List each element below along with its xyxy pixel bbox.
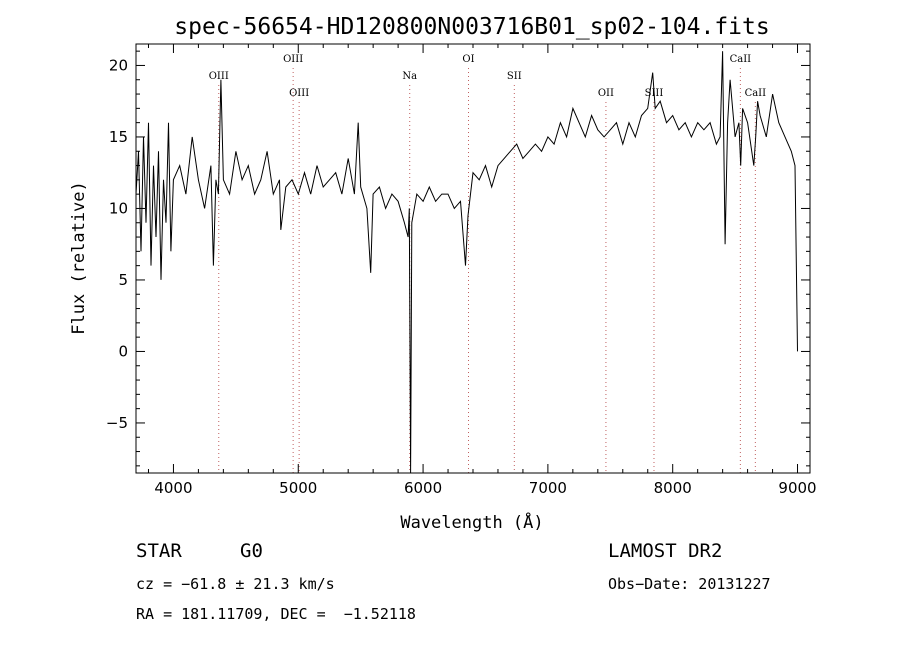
x-tick-label: 8000: [654, 479, 692, 497]
y-tick-label: 20: [109, 56, 128, 74]
spectrum-line: [135, 51, 798, 474]
x-tick-label: 4000: [154, 479, 192, 497]
spectral-line-label: OI: [462, 54, 474, 65]
chart-title: spec-56654-HD120800N003716B01_sp02-104.f…: [174, 14, 769, 40]
axis-ticks: 4000 5000 6000 7000 8000 9000 −5 0 5 10 15 20: [106, 44, 817, 497]
y-tick-label: 15: [109, 128, 128, 146]
subclass: G0: [240, 540, 263, 562]
redshift-readout: cz = −61.8 ± 21.3 km/s: [136, 575, 335, 593]
y-tick-label: 5: [118, 271, 128, 289]
spectral-line-label: OII: [598, 88, 614, 99]
x-tick-label: 9000: [778, 479, 816, 497]
spectral-line-label: CaII: [745, 88, 767, 99]
x-tick-label: 5000: [279, 479, 317, 497]
object-class: STAR: [136, 540, 182, 562]
obs-date: Obs−Date: 20131227: [608, 575, 771, 593]
x-tick-label: 7000: [529, 479, 567, 497]
x-axis-label: Wavelength (Å): [400, 511, 543, 533]
spectral-line-label: Na: [402, 71, 417, 82]
y-tick-label: −5: [106, 414, 128, 432]
spectral-line-label: OIII: [289, 88, 309, 99]
y-tick-label: 10: [109, 199, 128, 217]
plot-frame: [135, 43, 811, 474]
x-tick-label: 6000: [404, 479, 442, 497]
y-tick-label: 0: [118, 342, 128, 360]
spectral-line-label: OIII: [283, 54, 303, 65]
coordinates: RA = 181.11709, DEC = −1.52118: [136, 605, 416, 623]
y-axis-label: Flux (relative): [69, 181, 89, 335]
spectral-line-label: SII: [507, 71, 522, 82]
survey-name: LAMOST DR2: [608, 540, 723, 562]
spectral-line-label: OIII: [209, 71, 229, 82]
spectral-line-label: CaII: [730, 54, 752, 65]
